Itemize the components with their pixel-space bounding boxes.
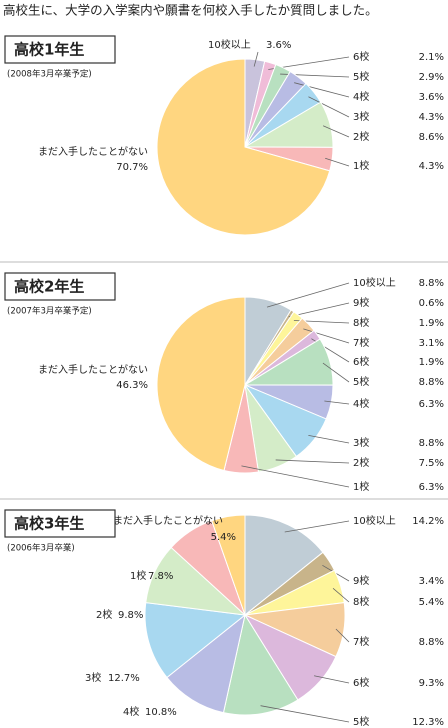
value-label: 8.8% — [419, 377, 444, 388]
page-header: 高校生に、大学の入学案内や願書を何校入手したか質問しました。 — [3, 3, 378, 18]
slice-label: 6校 — [353, 676, 369, 689]
value-label: 6.3% — [419, 399, 444, 410]
slice-label: 6校 — [353, 50, 369, 63]
value-label: 1.9% — [419, 357, 444, 368]
pie-slice — [222, 613, 299, 716]
slice-label: 8校 — [353, 316, 369, 329]
value-label: 2.9% — [419, 72, 444, 83]
title-box — [4, 509, 116, 538]
slice-label: 5校 — [353, 70, 369, 83]
leader-line — [313, 675, 350, 684]
slice-label: 1校 — [353, 480, 369, 493]
leader-line — [308, 96, 350, 118]
slice-label: 9校 — [353, 296, 369, 309]
chart-title: 高校2年生 — [14, 278, 84, 296]
chart-subtitle: (2006年3月卒業) — [7, 543, 75, 554]
leader-line — [288, 302, 350, 318]
pie-slice — [244, 514, 324, 617]
value-label: 4.3% — [419, 112, 444, 123]
value-label: 1.9% — [419, 318, 444, 329]
value-label: 12.7% — [108, 673, 140, 684]
value-label: 3.1% — [419, 338, 444, 349]
slice-label: 1校 — [353, 159, 369, 172]
leader-line — [332, 588, 350, 603]
value-label: 5.4% — [211, 532, 236, 543]
slice-label: 2校 — [353, 456, 369, 469]
slice-label: まだ入手したことがない — [113, 514, 223, 527]
slice-label: 7校 — [353, 635, 369, 648]
pie-slice — [144, 602, 247, 679]
slice-label: 6校 — [353, 355, 369, 368]
value-label: 2.1% — [419, 52, 444, 63]
leader-line — [335, 628, 350, 643]
value-label: 8.8% — [419, 278, 444, 289]
chart-subtitle: (2007年3月卒業予定) — [7, 306, 92, 317]
slice-label: 3校 — [353, 436, 369, 449]
value-label: 9.3% — [419, 678, 444, 689]
leader-line — [325, 157, 350, 167]
value-label: 4.3% — [419, 161, 444, 172]
leader-line — [324, 400, 350, 405]
leader-line — [260, 705, 350, 723]
value-label: 6.3% — [419, 482, 444, 493]
leader-line — [241, 465, 350, 488]
title-box — [4, 35, 116, 64]
leader-line — [275, 459, 350, 464]
leader-line — [253, 51, 259, 67]
slice-label: 7校 — [353, 336, 369, 349]
slice-label: 4校 — [353, 90, 369, 103]
slice-label: 4校 — [123, 705, 139, 718]
leader-line — [308, 434, 350, 444]
leader-line — [322, 362, 350, 383]
value-label: 0.6% — [419, 298, 444, 309]
slice-label: 5校 — [353, 375, 369, 388]
value-label: 3.6% — [266, 40, 291, 51]
value-label: 8.8% — [419, 438, 444, 449]
value-label: 46.3% — [116, 380, 148, 391]
pie-slice — [211, 514, 246, 616]
value-label: 10.8% — [145, 707, 177, 718]
slice-label: 5校 — [353, 715, 369, 728]
pie-slice — [156, 296, 246, 472]
value-label: 5.4% — [419, 597, 444, 608]
slice-label: 4校 — [353, 397, 369, 410]
slice-label: 3校 — [353, 110, 369, 123]
leader-line — [284, 520, 350, 533]
value-label: 8.8% — [419, 637, 444, 648]
slice-label: 10校以上 — [208, 38, 251, 51]
chart-subtitle: (2008年3月卒業予定) — [7, 69, 92, 80]
value-label: 8.6% — [419, 132, 444, 143]
slice-label: 10校以上 — [353, 276, 396, 289]
title-box — [4, 272, 116, 301]
slice-label: 2校 — [353, 130, 369, 143]
slice-label: 10校以上 — [353, 514, 396, 527]
leader-line — [266, 282, 350, 308]
leader-line — [322, 125, 350, 138]
leader-line — [294, 82, 350, 98]
pie-slice — [166, 613, 246, 714]
slice-label: 2校 — [96, 608, 112, 621]
slice-label: まだ入手したことがない — [38, 363, 148, 376]
value-label: 7.8% — [148, 571, 173, 582]
value-label: 3.4% — [419, 576, 444, 587]
value-label: 12.3% — [412, 717, 444, 728]
slice-label: 8校 — [353, 595, 369, 608]
value-label: 7.5% — [419, 458, 444, 469]
value-label: 3.6% — [419, 92, 444, 103]
pie-slice — [156, 58, 331, 236]
slice-label: 3校 — [85, 671, 101, 684]
slice-label: 9校 — [353, 574, 369, 587]
leader-line — [303, 328, 350, 344]
chart-title: 高校3年生 — [14, 515, 84, 533]
value-label: 70.7% — [116, 162, 148, 173]
slice-label: まだ入手したことがない — [38, 145, 148, 158]
slice-label: 1校 — [130, 569, 146, 582]
chart-title: 高校1年生 — [14, 41, 84, 59]
value-label: 9.8% — [118, 610, 143, 621]
value-label: 14.2% — [412, 516, 444, 527]
